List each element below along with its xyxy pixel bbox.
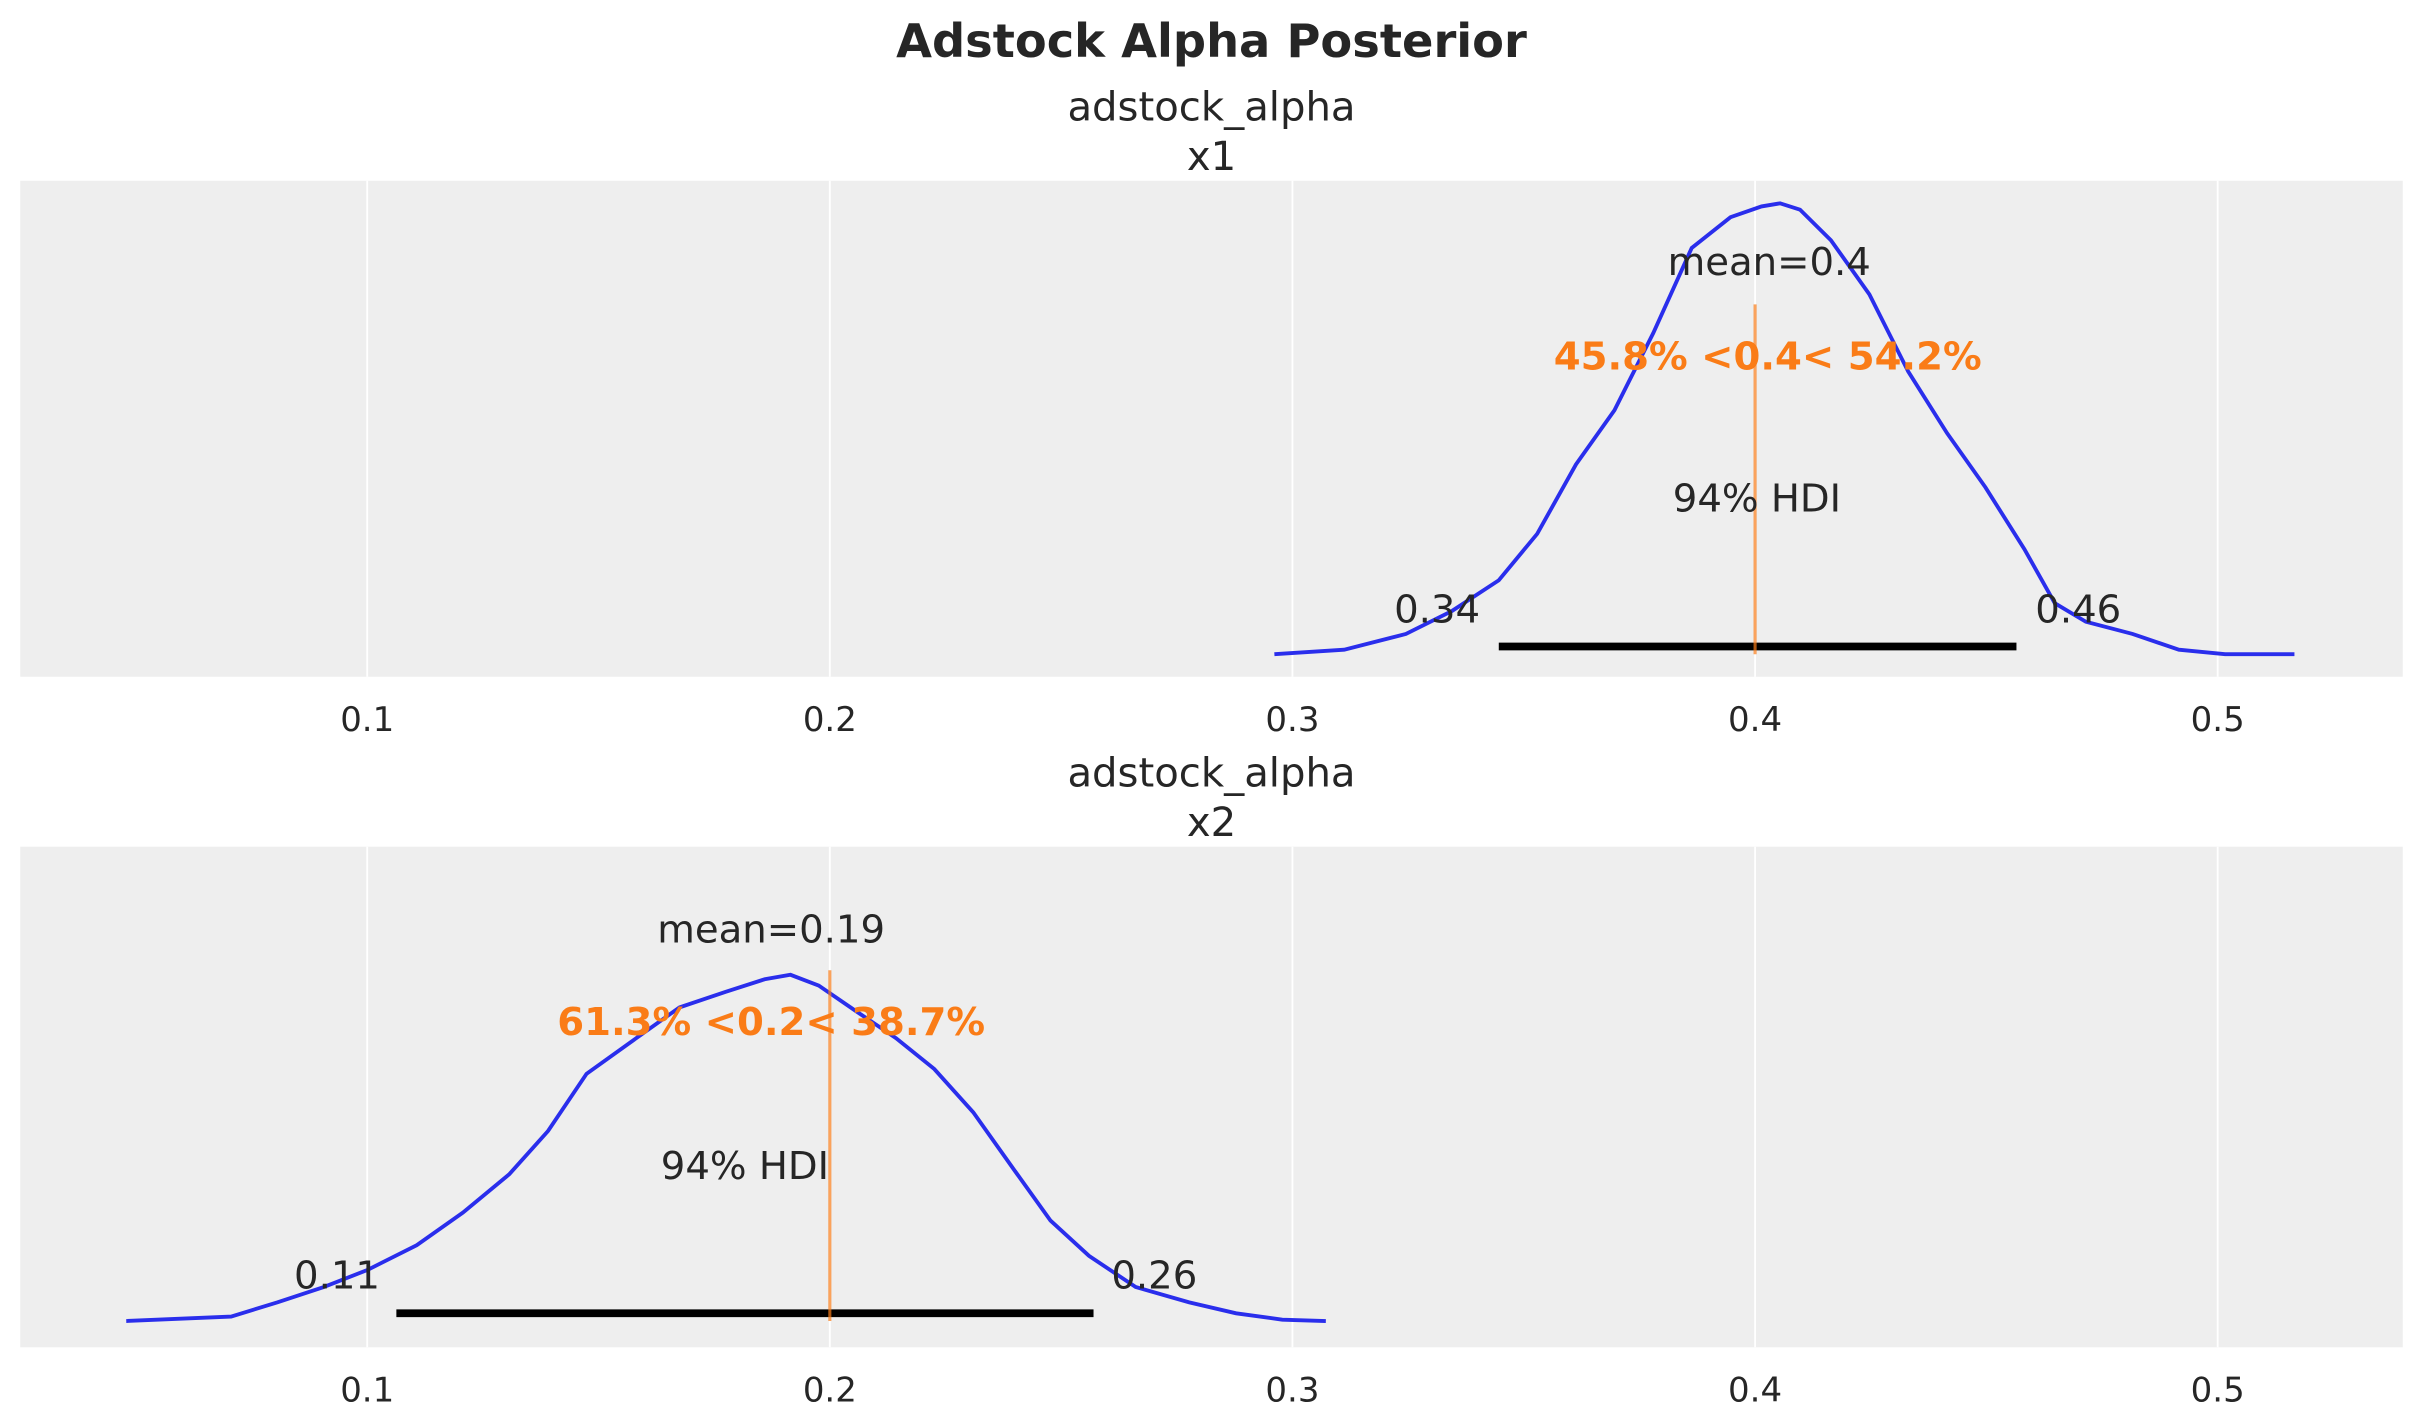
hdi-low-label: 0.34	[1394, 588, 1480, 633]
x-tick-label: 0.1	[340, 1370, 394, 1410]
panel-subtitle: x1	[1187, 134, 1236, 180]
x-tick-label: 0.3	[1265, 700, 1319, 740]
panel-subtitle: x2	[1187, 800, 1236, 846]
panel-x1: 0.1 0.2 0.3 0.4 0.5 adstock_alpha x1 mean=0.…	[20, 85, 2403, 740]
ref-label: 61.3% <0.2< 38.7%	[557, 1000, 985, 1045]
density-line	[126, 972, 1326, 1323]
panel-title: adstock_alpha	[1067, 85, 1355, 131]
x-tick-label: 0.2	[803, 700, 857, 740]
x-tick-label: 0.5	[2191, 1370, 2245, 1410]
panel-x2: 0.1 0.2 0.3 0.4 0.5 adstock_alpha x2 mean=0.…	[20, 750, 2403, 1410]
x-tick-label: 0.5	[2191, 700, 2245, 740]
figure-title: Adstock Alpha Posterior	[896, 14, 1527, 68]
x-tick-label: 0.3	[1265, 1370, 1319, 1410]
hdi-label: 94% HDI	[1673, 476, 1841, 521]
ref-label: 45.8% <0.4< 54.2%	[1554, 334, 1982, 379]
hdi-label: 94% HDI	[661, 1144, 829, 1189]
plot-background	[20, 180, 2403, 677]
panel-title: adstock_alpha	[1067, 750, 1355, 796]
mean-label: mean=0.19	[657, 907, 885, 952]
x-tick-label: 0.1	[340, 700, 394, 740]
hdi-high-label: 0.26	[1111, 1254, 1197, 1299]
mean-label: mean=0.4	[1668, 240, 1871, 285]
x-tick-label: 0.4	[1728, 700, 1782, 740]
x-tick-label: 0.2	[803, 1370, 857, 1410]
x-tick-label: 0.4	[1728, 1370, 1782, 1410]
hdi-low-label: 0.11	[294, 1254, 380, 1299]
hdi-high-label: 0.46	[2035, 588, 2121, 633]
plot-background	[20, 846, 2403, 1348]
density-line	[1274, 201, 2295, 657]
